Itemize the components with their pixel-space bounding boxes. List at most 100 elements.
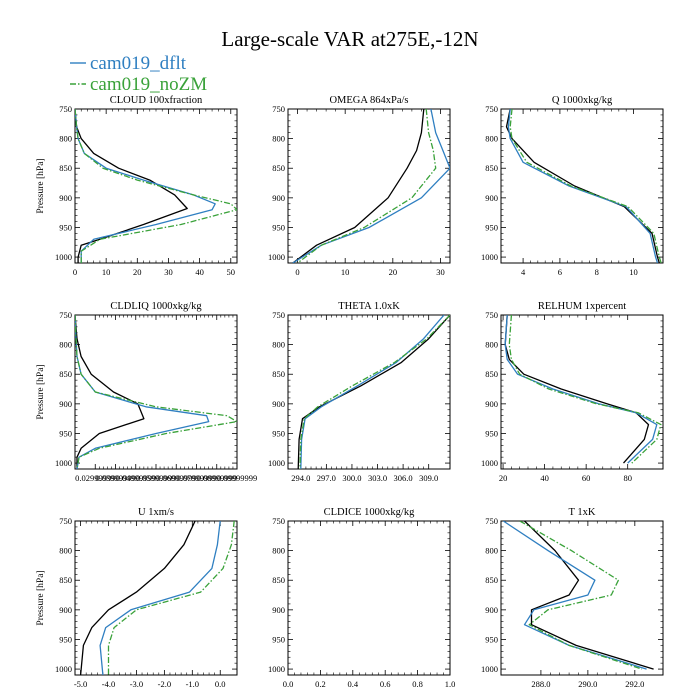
panel-grid: CLOUD 100xfraction 750 800 850 900 950 1000 0 10… [36,95,664,689]
series-line-noZM [509,109,662,263]
y-tick-label: 750 [59,516,72,526]
panel-2: Q 1000xkg/kg 750 800 850 900 950 1000 4 6 8 10 [481,95,664,277]
y-tick-label: 750 [272,516,285,526]
series-line-noZM [519,521,643,670]
plot-frame [500,108,664,264]
panel-title: RELHUM 1xpercent [538,301,626,312]
panel-title: THETA 1.0xK [338,301,400,312]
y-tick-label: 750 [59,310,72,320]
y-tick-label: 750 [485,310,498,320]
plot-frame [287,520,451,676]
y-tick-label: 800 [272,340,285,350]
panel-8: T 1xK 750 800 850 900 950 1000 288.0 290.0 292.0 [481,507,664,689]
x-tick-label: 1.0 [445,679,456,689]
panel-6: U 1xm/s 750 800 850 900 950 1000-5.0 -4.0 -3.0 -2… [36,507,238,689]
y-tick-label: 800 [272,134,285,144]
plot-frame [287,108,451,264]
x-tick-label: 0.8 [412,679,423,689]
x-tick-label: 0.0 [283,679,294,689]
y-tick-label: 1000 [55,458,72,468]
x-tick-label: 303.0 [368,473,387,483]
y-tick-label: 850 [485,163,498,173]
y-tick-label: 1000 [268,664,285,674]
panel-title: OMEGA 864xPa/s [329,95,408,106]
y-axis-label: Pressure [hPa] [36,158,46,213]
x-tick-label: 288.0 [531,679,550,689]
y-tick-label: 850 [59,369,72,379]
plot-frame [74,314,238,470]
plot-frame [500,520,664,676]
panel-3: CLDLIQ 1000xkg/kg 750 800 850 900 950 10000.02… [36,301,257,483]
x-tick-label: 60 [582,473,591,483]
series-line-dflt [504,315,658,464]
y-tick-label: 750 [272,104,285,114]
series-line-noZM [508,315,662,464]
x-tick-label: 80 [623,473,632,483]
y-tick-label: 950 [485,428,498,438]
y-tick-label: 1000 [481,664,498,674]
y-tick-label: 950 [485,222,498,232]
x-tick-label: 10 [341,267,350,277]
y-tick-label: 800 [272,546,285,556]
x-tick-label: -2.0 [158,679,171,689]
panel-4: THETA 1.0xK 750 800 850 900 950 1000 294.0 297.0… [268,301,451,483]
x-tick-label: 50 [227,267,236,277]
x-tick-label: 20 [133,267,142,277]
series-line-dflt [502,521,647,670]
legend-label-nozm: cam019_noZM [90,74,207,95]
x-tick-label: 20 [389,267,398,277]
y-tick-label: 750 [272,310,285,320]
x-tick-label: 0.02999999 [75,473,115,483]
panel-title: U 1xm/s [138,507,174,518]
x-tick-label: 0.0 [215,679,226,689]
y-tick-label: 800 [485,340,498,350]
figure-title: Large-scale VAR at275E,-12N [221,27,478,51]
series-line-dflt [507,109,659,263]
y-tick-label: 750 [485,104,498,114]
x-tick-label: -3.0 [130,679,143,689]
y-tick-label: 900 [59,605,72,615]
x-tick-label: 0 [295,267,299,277]
y-tick-label: 900 [485,193,498,203]
y-tick-label: 800 [59,134,72,144]
series-line-dflt [99,521,221,675]
plot-frame [287,314,451,470]
y-tick-label: 900 [59,399,72,409]
series-line-control [75,109,188,263]
x-tick-label: 40 [195,267,204,277]
y-tick-label: 900 [59,193,72,203]
panel-title: CLOUD 100xfraction [110,95,203,106]
y-tick-label: 1000 [268,252,285,262]
series-line-control [504,315,650,464]
y-tick-label: 950 [59,222,72,232]
series-line-control [505,109,660,263]
y-tick-label: 800 [485,546,498,556]
series-line-control [79,521,196,675]
y-tick-label: 1000 [268,458,285,468]
y-tick-label: 900 [272,605,285,615]
y-tick-label: 850 [272,163,285,173]
y-tick-label: 800 [485,134,498,144]
legend: cam019_dflt cam019_noZM [70,53,207,95]
panel-title: CLDICE 1000xkg/kg [324,507,415,518]
x-tick-label: 0.08999999 [197,473,237,483]
panel-title: Q 1000xkg/kg [552,95,613,106]
x-tick-label: 0.4 [347,679,358,689]
y-tick-label: 950 [485,634,498,644]
panel-title: CLDLIQ 1000xkg/kg [110,301,202,312]
panel-7: CLDICE 1000xkg/kg 750 800 850 900 950 1000 0.0 0… [268,507,455,689]
y-tick-label: 800 [59,546,72,556]
y-tick-label: 850 [272,575,285,585]
x-tick-label: 4 [521,267,526,277]
series-line-control [524,521,654,670]
x-tick-label: -5.0 [74,679,87,689]
x-tick-label: 290.0 [578,679,597,689]
series-line-dflt [300,315,445,469]
panel-title: T 1xK [569,507,596,518]
x-tick-label: 10 [102,267,111,277]
x-tick-label: 20 [499,473,508,483]
y-tick-label: 1000 [481,252,498,262]
